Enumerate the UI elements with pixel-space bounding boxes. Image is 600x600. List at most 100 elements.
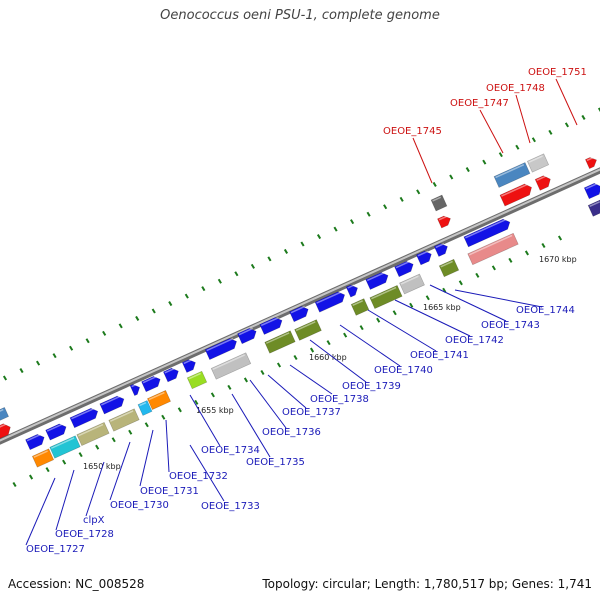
cds-block [147, 390, 171, 410]
lower-tick [491, 265, 496, 271]
cds-block [259, 316, 283, 335]
upper-tick [217, 278, 222, 284]
cds-block [237, 327, 257, 345]
cds-block [467, 232, 519, 266]
upper-tick [35, 360, 41, 366]
label-connector [394, 299, 471, 337]
cds-block [350, 298, 370, 316]
label-connector [267, 374, 307, 409]
upper-tick [416, 189, 421, 195]
lower-tick [260, 369, 265, 375]
upper-tick [383, 204, 388, 210]
lower-tick [524, 250, 529, 256]
cds-block [181, 359, 196, 373]
cds-block [526, 153, 550, 173]
kbp-mark: 1670 kbp [539, 255, 577, 264]
lower-tick [293, 355, 298, 361]
label-connector [367, 309, 437, 352]
label-connector [454, 289, 543, 308]
cds-block [365, 271, 389, 290]
upper-tick [52, 353, 57, 359]
upper-tick [151, 308, 156, 314]
lower-tick [161, 414, 166, 420]
upper-tick [118, 323, 123, 329]
upper-tick [201, 286, 206, 292]
upper-tick [19, 368, 24, 374]
cds-block [314, 291, 346, 313]
upper-tick [350, 219, 355, 225]
upper-tick [597, 107, 600, 112]
label-connector [289, 364, 333, 395]
label-connector [249, 379, 287, 429]
lower-tick [508, 257, 513, 263]
lower-tick [557, 235, 563, 241]
cds-block [108, 408, 140, 432]
cds-block [399, 273, 425, 295]
cds-block [264, 330, 296, 354]
lower-tick [78, 452, 83, 458]
label-connector [189, 444, 225, 502]
lower-tick [359, 325, 364, 331]
gene-label: OEOE_1743 [481, 320, 540, 331]
upper-tick [250, 263, 255, 269]
upper-tick [168, 301, 173, 307]
label-connector [139, 429, 154, 487]
lower-tick [310, 347, 315, 353]
lower-tick [409, 302, 414, 308]
upper-tick [564, 122, 570, 128]
cds-block [369, 284, 403, 310]
cds-block [25, 433, 45, 451]
lower-tick [29, 474, 34, 480]
gene-label: OEOE_1731 [140, 486, 199, 497]
gene-label: OEOE_1751 [528, 67, 587, 78]
upper-tick [515, 144, 520, 150]
cds-block [345, 284, 358, 298]
gene-label: OEOE_1748 [486, 83, 545, 94]
lower-tick [194, 399, 199, 405]
label-connector [85, 461, 105, 517]
cds-block [415, 250, 432, 266]
label-connector [165, 419, 170, 473]
upper-tick [465, 167, 470, 173]
cds-block [141, 375, 161, 393]
upper-tick [432, 181, 437, 187]
label-connector [412, 137, 433, 184]
lower-tick [62, 459, 67, 465]
gene-label: OEOE_1740 [374, 365, 433, 376]
lower-tick [276, 362, 282, 368]
kbp-marks: 1650 kbp 1655 kbp 1660 kbp 1665 kbp 1670 kbp [83, 255, 577, 471]
accession-text: Accession: NC_008528 [8, 577, 145, 591]
label-connector [109, 441, 131, 501]
lower-tick [12, 482, 17, 488]
gene-label: OEOE_1738 [310, 394, 369, 405]
label-connector [309, 339, 367, 383]
gene-label: OEOE_1737 [282, 407, 341, 418]
cds-block [534, 175, 551, 191]
cds-block [204, 337, 237, 360]
cds-block [463, 218, 511, 248]
lower-tick [177, 407, 182, 413]
cds-block [129, 383, 141, 397]
lower-tick [210, 392, 215, 398]
upper-tick [102, 330, 107, 336]
map-title: Oenococcus oeni PSU-1, complete genome [160, 8, 440, 23]
upper-tick [2, 375, 8, 381]
topology-summary: Topology: circular; Length: 1,780,517 bp… [262, 577, 592, 591]
lower-tick [541, 242, 546, 248]
gene-label: OEOE_1733 [201, 501, 260, 512]
gene-label: clpX [83, 515, 105, 526]
label-connector [231, 393, 271, 458]
gene-label: OEOE_1736 [262, 427, 321, 438]
cds-block [394, 260, 414, 278]
cds-block [0, 406, 10, 422]
lower-tick [475, 272, 480, 278]
gene-label: OEOE_1741 [410, 350, 469, 361]
kbp-mark: 1660 kbp [309, 353, 347, 362]
label-connector [189, 394, 221, 447]
upper-tick [184, 293, 189, 299]
cds-block [49, 435, 81, 459]
lower-tick [376, 317, 381, 323]
kbp-mark: 1665 kbp [423, 303, 461, 312]
lower-tick [326, 340, 331, 346]
